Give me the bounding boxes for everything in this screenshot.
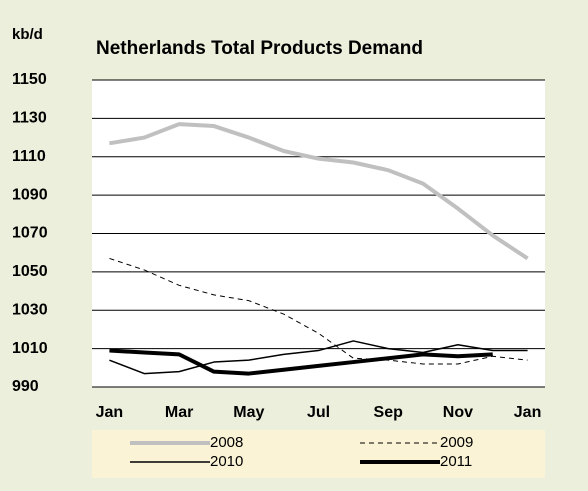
y-axis-label: kb/d bbox=[12, 26, 43, 43]
y-tick-label: 1130 bbox=[12, 110, 47, 127]
x-tick-label: Mar bbox=[165, 404, 193, 421]
legend bbox=[92, 430, 545, 478]
legend-label: 2009 bbox=[440, 434, 473, 451]
x-tick-label: Jan bbox=[514, 404, 542, 421]
series-line bbox=[109, 340, 528, 375]
y-tick-label: 1050 bbox=[12, 263, 48, 280]
y-tick-label: 1150 bbox=[12, 71, 47, 88]
x-tick-label: Jul bbox=[307, 404, 330, 421]
x-tick-label: Sep bbox=[374, 404, 404, 421]
x-tick-label: Nov bbox=[443, 404, 473, 421]
x-tick-label: May bbox=[233, 404, 264, 421]
y-tick-label: 1010 bbox=[12, 340, 48, 357]
legend-label: 2010 bbox=[210, 453, 243, 470]
y-tick-label: 1110 bbox=[12, 148, 46, 165]
series-line bbox=[109, 122, 529, 261]
x-tick-label: Jan bbox=[96, 404, 124, 421]
legend-label: 2011 bbox=[440, 453, 472, 470]
series-line bbox=[109, 257, 528, 365]
chart-title: Netherlands Total Products Demand bbox=[96, 38, 423, 59]
y-tick-label: 1070 bbox=[12, 225, 48, 242]
y-tick-label: 1090 bbox=[12, 186, 48, 203]
legend-label: 2008 bbox=[210, 434, 243, 451]
y-tick-label: 990 bbox=[12, 378, 39, 395]
series-line bbox=[109, 348, 493, 376]
y-tick-label: 1030 bbox=[12, 301, 48, 318]
